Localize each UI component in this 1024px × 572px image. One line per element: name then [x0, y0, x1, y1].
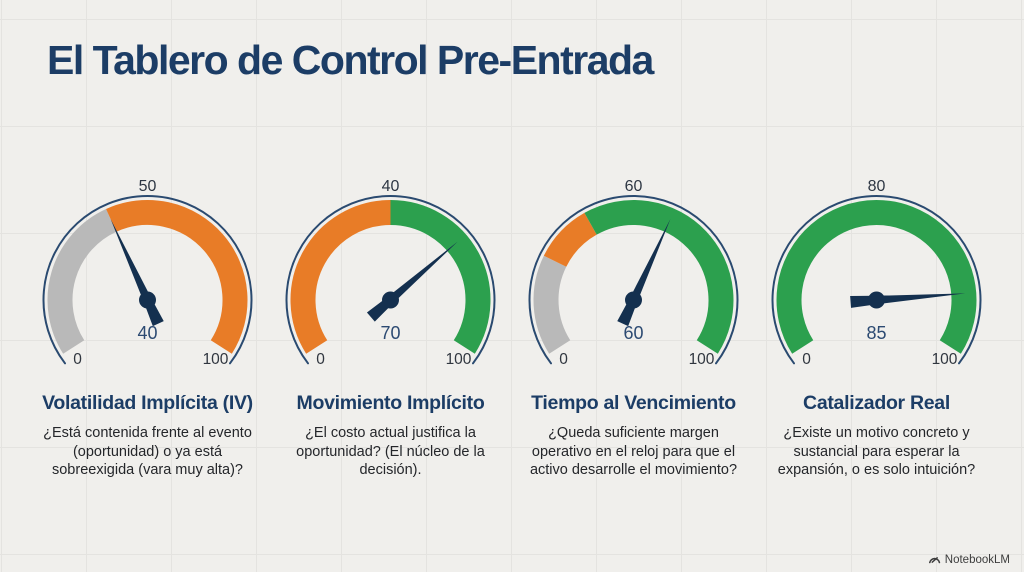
gauge-max-label: 100 [446, 351, 472, 367]
gauge-needle [617, 219, 671, 327]
gauge-min-label: 0 [802, 351, 811, 367]
gauge-top-label: 50 [138, 178, 157, 195]
gauge-description: ¿Está contenida frente al evento (oportu… [43, 425, 252, 479]
page-title: El Tablero de Control Pre-Entrada [47, 37, 654, 83]
gauge-segment [584, 200, 734, 354]
gauge-max-label: 100 [689, 351, 715, 367]
watermark-label: NotebookLM [944, 553, 1010, 566]
gauge-min-label: 0 [316, 351, 325, 367]
gauge-column: 60 60 0 100 Tiempo al Vencimiento ¿Queda s… [512, 179, 755, 480]
gauge-column: 50 40 0 100 Volatilidad Implícita (IV) ¿Es… [26, 179, 269, 480]
gauge-title: Tiempo al Vencimiento [531, 392, 736, 414]
gauge-max-label: 100 [203, 351, 229, 367]
gauge-min-label: 0 [73, 351, 82, 367]
gauge-segment [776, 200, 977, 354]
gauge-segment [106, 200, 248, 354]
gauge-segment [543, 212, 598, 268]
gauge-max-label: 100 [932, 351, 958, 367]
gauge-value-label: 60 [623, 323, 643, 343]
gauge-title: Movimiento Implícito [296, 392, 485, 414]
gauge-chart: 70 0 100 [285, 195, 496, 367]
gauge-top-label: 60 [624, 178, 643, 195]
gauge-value-label: 40 [137, 323, 157, 343]
gauge-description: ¿El costo actual justifica la oportunida… [296, 425, 485, 479]
gauge-description: ¿Queda suficiente margen operativo en el… [529, 425, 738, 479]
gauge-outline-arc [285, 195, 496, 365]
gauge-value-label: 85 [866, 323, 886, 343]
gauge-column: 40 70 0 100 Movimiento Implícito ¿El costo… [269, 179, 512, 480]
gauge-chart: 40 0 100 [42, 195, 253, 367]
gauge-needle-hub [868, 291, 885, 309]
gauge-description: ¿Existe un motivo concreto y sustancial … [777, 425, 976, 479]
gauge-top-label: 40 [381, 178, 400, 195]
gauge-top-label: 80 [867, 178, 886, 195]
gauge-outline-arc [528, 195, 739, 365]
gauge-chart: 85 0 100 [771, 195, 982, 367]
gauge-needle-hub [139, 291, 156, 309]
notebooklm-logo-icon [928, 557, 940, 564]
gauge-title: Volatilidad Implícita (IV) [42, 392, 253, 414]
gauge-column: 80 85 0 100 Catalizador Real ¿Existe un mo… [755, 179, 998, 480]
gauge-segment [47, 209, 117, 354]
gauge-needle [366, 241, 458, 322]
gauge-needle-hub [382, 291, 399, 309]
gauge-segment [533, 255, 571, 354]
gauge-needle [110, 219, 164, 327]
watermark: NotebookLM [928, 553, 1010, 566]
gauge-needle-hub [625, 291, 642, 309]
gauge-segment [290, 200, 391, 354]
gauge-outline-arc [42, 195, 253, 365]
gauge-min-label: 0 [559, 351, 568, 367]
gauge-value-label: 70 [380, 323, 400, 343]
gauge-needle [850, 293, 966, 308]
gauges-row: 50 40 0 100 Volatilidad Implícita (IV) ¿Es… [26, 179, 998, 480]
gauge-segment [390, 200, 491, 354]
gauge-chart: 60 0 100 [528, 195, 739, 367]
gauge-title: Catalizador Real [803, 392, 950, 414]
gauge-outline-arc [771, 195, 982, 365]
